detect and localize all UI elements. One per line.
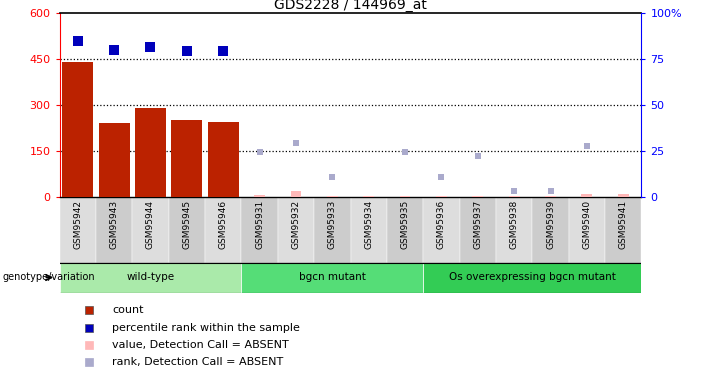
Text: GSM95931: GSM95931 — [255, 200, 264, 249]
Bar — [99, 123, 130, 197]
Text: genotype/variation: genotype/variation — [2, 273, 95, 282]
Text: GSM95936: GSM95936 — [437, 200, 446, 249]
Bar — [60, 197, 96, 262]
Bar — [132, 197, 169, 262]
Bar — [241, 262, 423, 292]
Bar — [241, 197, 278, 262]
Text: count: count — [112, 305, 144, 315]
Text: GSM95935: GSM95935 — [400, 200, 409, 249]
Bar — [387, 197, 423, 262]
Bar — [60, 262, 241, 292]
Bar — [423, 197, 460, 262]
Bar — [436, 196, 447, 197]
Text: GSM95941: GSM95941 — [619, 200, 627, 249]
Bar — [509, 196, 519, 197]
Bar — [207, 122, 238, 197]
Text: bgcn mutant: bgcn mutant — [299, 273, 366, 282]
Bar — [545, 196, 556, 197]
Bar — [618, 194, 629, 197]
Bar — [135, 108, 166, 197]
Bar — [400, 196, 411, 197]
Bar — [314, 197, 350, 262]
Text: GSM95937: GSM95937 — [473, 200, 482, 249]
Bar — [605, 197, 641, 262]
Text: GSM95938: GSM95938 — [510, 200, 519, 249]
Bar — [290, 191, 301, 197]
Bar — [205, 197, 241, 262]
Bar — [569, 197, 605, 262]
Text: rank, Detection Call = ABSENT: rank, Detection Call = ABSENT — [112, 357, 283, 368]
Text: GSM95934: GSM95934 — [365, 200, 373, 249]
Bar — [363, 196, 374, 197]
Bar — [278, 197, 314, 262]
Text: GSM95940: GSM95940 — [583, 200, 592, 249]
Text: Os overexpressing bgcn mutant: Os overexpressing bgcn mutant — [449, 273, 615, 282]
Text: value, Detection Call = ABSENT: value, Detection Call = ABSENT — [112, 340, 289, 350]
Text: GSM95945: GSM95945 — [182, 200, 191, 249]
Text: percentile rank within the sample: percentile rank within the sample — [112, 323, 300, 333]
Text: GSM95946: GSM95946 — [219, 200, 228, 249]
Bar — [169, 197, 205, 262]
Title: GDS2228 / 144969_at: GDS2228 / 144969_at — [274, 0, 427, 12]
Text: GSM95932: GSM95932 — [292, 200, 301, 249]
Bar — [327, 196, 338, 197]
Bar — [496, 197, 532, 262]
Bar — [472, 196, 483, 197]
Bar — [532, 197, 569, 262]
Bar — [172, 120, 203, 197]
Bar — [350, 197, 387, 262]
Bar — [254, 195, 265, 197]
Text: GSM95933: GSM95933 — [328, 200, 336, 249]
Bar — [423, 262, 641, 292]
Text: GSM95942: GSM95942 — [74, 200, 82, 249]
Text: GSM95939: GSM95939 — [546, 200, 555, 249]
Bar — [62, 62, 93, 197]
Text: GSM95943: GSM95943 — [109, 200, 118, 249]
Bar — [581, 194, 592, 197]
Bar — [460, 197, 496, 262]
Bar — [96, 197, 132, 262]
Text: wild-type: wild-type — [126, 273, 175, 282]
Text: GSM95944: GSM95944 — [146, 200, 155, 249]
